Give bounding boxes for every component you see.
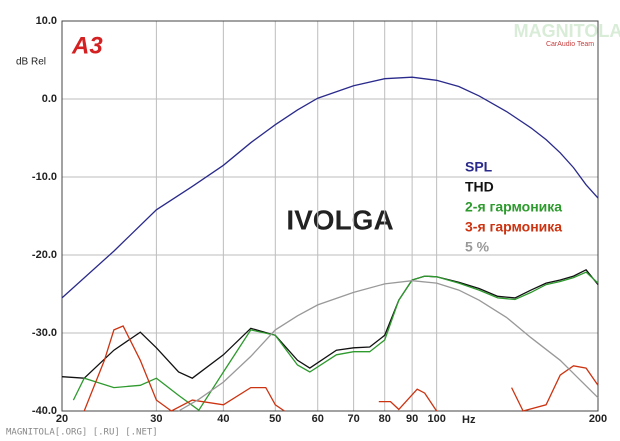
x-tick-label: 100 — [427, 413, 445, 425]
x-tick-label: 60 — [312, 413, 324, 425]
y-tick-label: 0.0 — [42, 93, 57, 105]
y-tick-label: 10.0 — [36, 15, 57, 27]
x-axis-label: Hz — [462, 414, 476, 426]
y-tick-label: -20.0 — [32, 249, 57, 261]
series-line — [83, 325, 599, 412]
y-tick-label: -10.0 — [32, 171, 57, 183]
x-tick-label: 80 — [379, 413, 391, 425]
legend-entry: 2-я гармоника — [465, 199, 562, 215]
series-line — [178, 280, 599, 412]
watermark-sub: CarAudio Team — [546, 41, 594, 48]
x-tick-label: 70 — [347, 413, 359, 425]
legend-entry: 5 % — [465, 239, 490, 255]
series-line — [61, 268, 599, 379]
x-tick-label: 30 — [150, 413, 162, 425]
x-tick-label: 200 — [589, 413, 607, 425]
footer: MAGNITOLA[.ORG] [.RU] [.NET] — [6, 428, 158, 438]
legend-entry: SPL — [465, 159, 493, 175]
x-tick-label: 50 — [269, 413, 281, 425]
series-line — [72, 271, 599, 412]
series-line — [61, 76, 599, 299]
x-tick-label: 40 — [217, 413, 229, 425]
legend-entry: 3-я гармоника — [465, 219, 562, 235]
y-axis-label: dB Rel — [16, 57, 46, 68]
chart-title: IVOLGA — [286, 204, 393, 235]
logo: A3 — [71, 32, 103, 59]
legend-entry: THD — [465, 179, 494, 195]
x-tick-label: 20 — [56, 413, 68, 425]
plot-frame — [61, 20, 599, 412]
y-tick-label: -30.0 — [32, 327, 57, 339]
watermark: MAGNITOLA — [514, 21, 620, 41]
y-tick-label: -40.0 — [32, 405, 57, 417]
x-tick-label: 90 — [406, 413, 418, 425]
